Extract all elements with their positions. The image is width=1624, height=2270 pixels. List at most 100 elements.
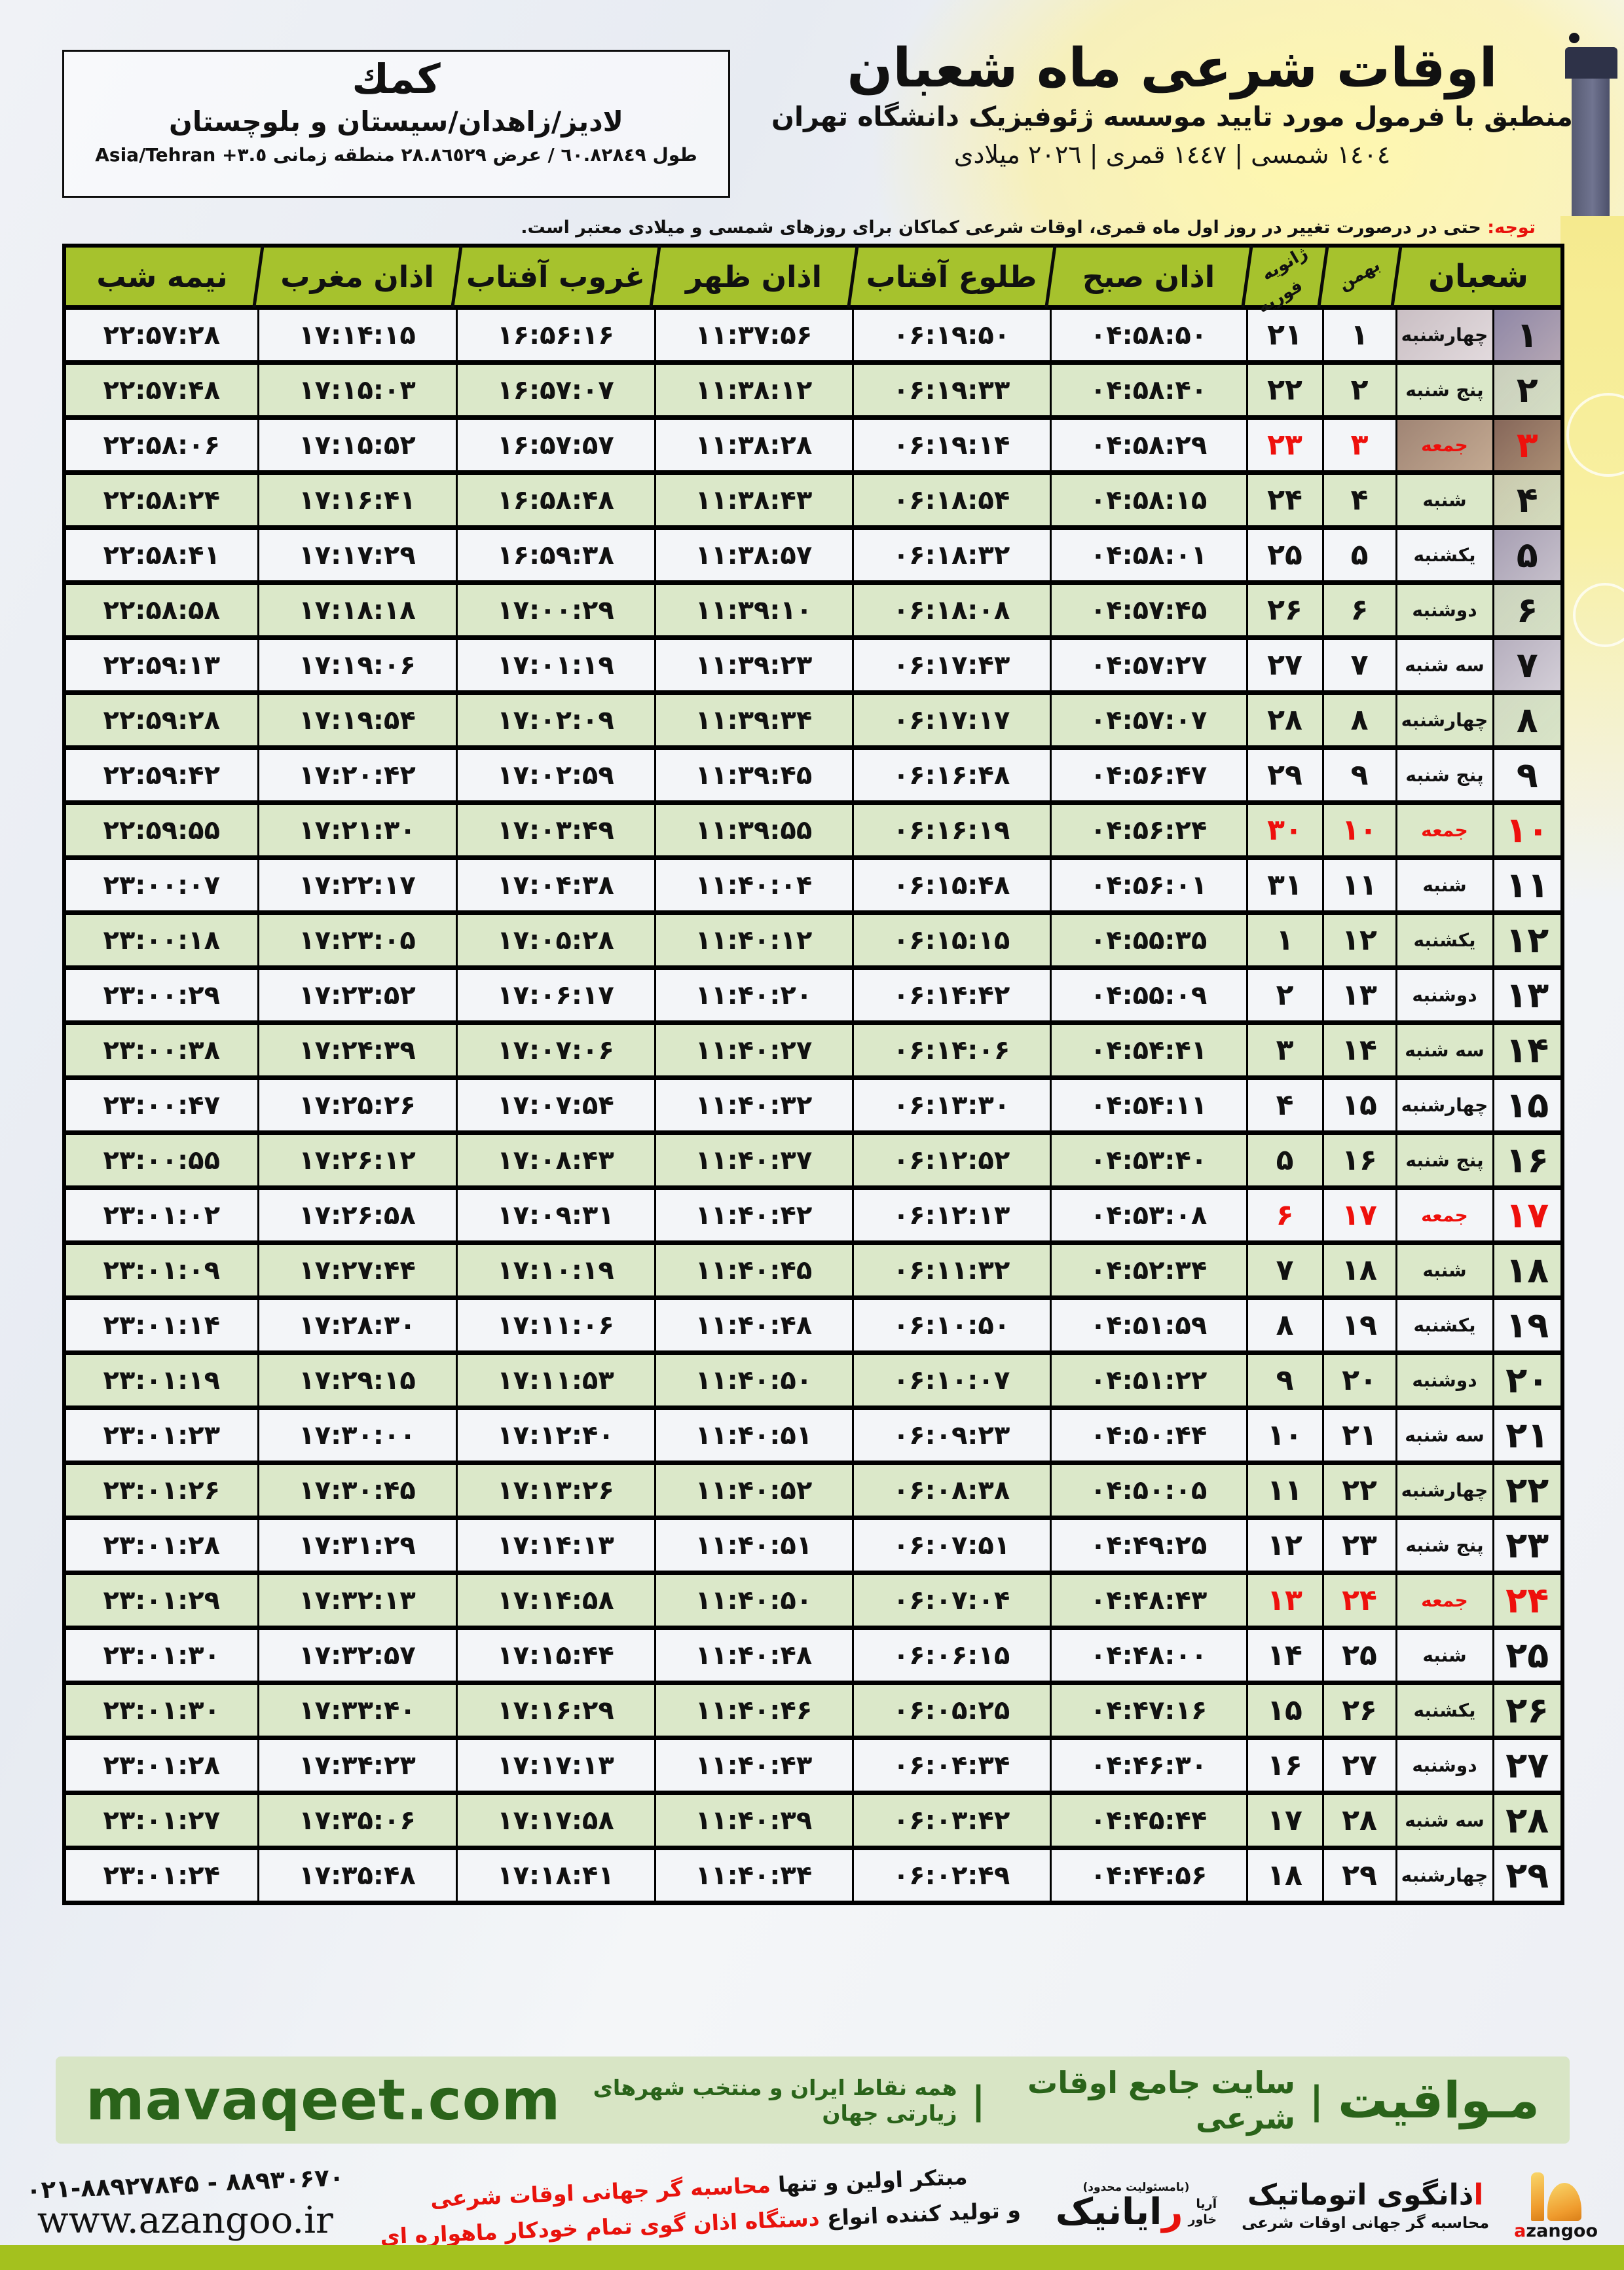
- sunrise-time: ۰۶:۰۳:۴۲: [851, 1791, 1052, 1850]
- bahman-day: ۱۱: [1321, 855, 1397, 915]
- sunset-time: ۱۷:۰۰:۲۹: [455, 580, 656, 640]
- maghreb-time: ۱۷:۲۶:۱۲: [257, 1130, 458, 1190]
- sobh-time: ۰۴:۵۸:۵۰: [1049, 305, 1248, 365]
- jan-feb-day: ۲۷: [1246, 635, 1324, 695]
- maghreb-time: ۱۷:۱۸:۱۸: [257, 580, 458, 640]
- bahman-day: ۱۹: [1321, 1295, 1397, 1355]
- maghreb-time: ۱۷:۲۷:۴۴: [257, 1240, 458, 1300]
- sunset-time: ۱۶:۵۷:۰۷: [455, 360, 656, 420]
- jan-feb-day: ۲۸: [1246, 690, 1324, 750]
- shaban-day: ۱۷: [1492, 1185, 1564, 1245]
- shaban-day: ۱۶: [1492, 1130, 1564, 1190]
- midnight-time: ۲۲:۵۹:۲۸: [63, 690, 259, 750]
- sobh-time: ۰۴:۵۰:۴۴: [1049, 1405, 1248, 1465]
- midnight-time: ۲۳:۰۰:۳۸: [63, 1020, 259, 1080]
- jan-feb-day: ۱۰: [1246, 1405, 1324, 1465]
- sunset-time: ۱۷:۰۴:۳۸: [455, 855, 656, 915]
- zohr-time: ۱۱:۴۰:۴۲: [654, 1185, 854, 1245]
- table-row: ۴ شنبه ۴ ۲۴ ۰۴:۵۸:۱۵ ۰۶:۱۸:۵۴ ۱۱:۳۸:۴۳ ۱…: [63, 470, 1564, 530]
- maghreb-time: ۱۷:۳۲:۱۳: [257, 1571, 458, 1630]
- weekday: شنبه: [1395, 1240, 1494, 1300]
- sunset-time: ۱۶:۵۶:۱۶: [455, 305, 656, 365]
- shaban-day: ۸: [1492, 690, 1564, 750]
- sunrise-time: ۰۶:۱۴:۰۶: [851, 1020, 1052, 1080]
- azangoo-website-link[interactable]: www.azangoo.ir: [37, 2199, 333, 2242]
- mavaqeet-banner: مـواقیت | سایت جامع اوقات شرعی | همه نقا…: [56, 2056, 1570, 2144]
- sobh-time: ۰۴:۵۸:۰۱: [1049, 525, 1248, 585]
- weekday: چهارشنبه: [1395, 1461, 1494, 1520]
- shaban-day: ۱۸: [1492, 1240, 1564, 1300]
- mavaqeet-brand: مـواقیت: [1338, 2071, 1540, 2129]
- sunrise-time: ۰۶:۱۵:۱۵: [851, 910, 1052, 970]
- sunrise-time: ۰۶:۱۶:۱۹: [851, 800, 1052, 860]
- jan-feb-day: ۳۱: [1246, 855, 1324, 915]
- col-header-zohr: اذان ظهر: [655, 246, 853, 310]
- sunset-time: ۱۷:۱۱:۰۶: [455, 1295, 656, 1355]
- bahman-day: ۲۴: [1321, 1571, 1397, 1630]
- sobh-time: ۰۴:۵۱:۵۹: [1049, 1295, 1248, 1355]
- maghreb-time: ۱۷:۲۴:۳۹: [257, 1020, 458, 1080]
- col-header-sobh: اذان صبح: [1050, 246, 1247, 310]
- sunset-time: ۱۶:۵۷:۵۷: [455, 415, 656, 475]
- bahman-day: ۷: [1321, 635, 1397, 695]
- separator: |: [971, 2077, 986, 2123]
- zohr-time: ۱۱:۴۰:۳۴: [654, 1846, 854, 1905]
- zohr-time: ۱۱:۳۹:۲۳: [654, 635, 854, 695]
- azangoo-logo: azangoo: [1514, 2172, 1598, 2240]
- shaban-day: ۷: [1492, 635, 1564, 695]
- col-header-bahman: بهمن: [1323, 246, 1396, 310]
- table-row: ۱ چهارشنبه ۱ ۲۱ ۰۴:۵۸:۵۰ ۰۶:۱۹:۵۰ ۱۱:۳۷:…: [63, 305, 1564, 365]
- weekday: یکشنبه: [1395, 1681, 1494, 1740]
- weekday: یکشنبه: [1395, 910, 1494, 970]
- sobh-time: ۰۴:۵۸:۲۹: [1049, 415, 1248, 475]
- maghreb-time: ۱۷:۱۴:۱۵: [257, 305, 458, 365]
- jan-feb-day: ۴: [1246, 1075, 1324, 1135]
- mavaqeet-domain-link[interactable]: mavaqeet.com: [86, 2067, 561, 2133]
- shaban-day: ۶: [1492, 580, 1564, 640]
- footer: azangoo اذانگوی اتوماتیک محاسبه گر جهانی…: [26, 2163, 1598, 2250]
- mosque-dome-icon: [1530, 2172, 1581, 2221]
- location-subtitle: لادیز/زاهدان/سیستان و بلوچستان: [169, 105, 623, 138]
- midnight-time: ۲۳:۰۱:۲۸: [63, 1516, 259, 1575]
- maghreb-time: ۱۷:۱۶:۴۱: [257, 470, 458, 530]
- sunrise-time: ۰۶:۰۸:۳۸: [851, 1461, 1052, 1520]
- bahman-day: ۱۸: [1321, 1240, 1397, 1300]
- shaban-day: ۲: [1492, 360, 1564, 420]
- bahman-day: ۱۲: [1321, 910, 1397, 970]
- col-header-midnight: نیمه شب: [64, 246, 258, 310]
- weekday: سه شنبه: [1395, 1405, 1494, 1465]
- table-row: ۲۰ دوشنبه ۲۰ ۹ ۰۴:۵۱:۲۲ ۰۶:۱۰:۰۷ ۱۱:۴۰:۵…: [63, 1350, 1564, 1410]
- jan-feb-day: ۱۷: [1246, 1791, 1324, 1850]
- sunset-time: ۱۷:۱۳:۲۶: [455, 1461, 656, 1520]
- maghreb-time: ۱۷:۱۷:۲۹: [257, 525, 458, 585]
- zohr-time: ۱۱:۳۸:۲۸: [654, 415, 854, 475]
- midnight-time: ۲۲:۵۸:۲۴: [63, 470, 259, 530]
- sunrise-time: ۰۶:۱۶:۴۸: [851, 745, 1052, 805]
- table-row: ۲۲ چهارشنبه ۲۲ ۱۱ ۰۴:۵۰:۰۵ ۰۶:۰۸:۳۸ ۱۱:۴…: [63, 1461, 1564, 1520]
- jan-feb-day: ۳: [1246, 1020, 1324, 1080]
- sobh-time: ۰۴:۴۴:۵۶: [1049, 1846, 1248, 1905]
- zohr-time: ۱۱:۴۰:۲۷: [654, 1020, 854, 1080]
- jan-feb-day: ۲۲: [1246, 360, 1324, 420]
- zohr-time: ۱۱:۴۰:۴۸: [654, 1626, 854, 1685]
- sobh-time: ۰۴:۵۶:۲۴: [1049, 800, 1248, 860]
- location-title: كمك: [352, 55, 441, 103]
- midnight-time: ۲۲:۵۷:۴۸: [63, 360, 259, 420]
- sunset-time: ۱۷:۱۶:۲۹: [455, 1681, 656, 1740]
- jan-feb-day: ۲: [1246, 965, 1324, 1025]
- table-row: ۲ پنج شنبه ۲ ۲۲ ۰۴:۵۸:۴۰ ۰۶:۱۹:۳۳ ۱۱:۳۸:…: [63, 360, 1564, 420]
- weekday: جمعه: [1395, 800, 1494, 860]
- shaban-day: ۱۴: [1492, 1020, 1564, 1080]
- midnight-time: ۲۲:۵۷:۲۸: [63, 305, 259, 365]
- col-header-sunset: غروب آفتاب: [456, 246, 655, 310]
- col-header-shaban: شعبان: [1396, 246, 1563, 310]
- sunrise-time: ۰۶:۱۹:۳۳: [851, 360, 1052, 420]
- sunset-time: ۱۷:۰۷:۰۶: [455, 1020, 656, 1080]
- sunrise-time: ۰۶:۰۹:۲۳: [851, 1405, 1052, 1465]
- weekday: پنج شنبه: [1395, 360, 1494, 420]
- shaban-day: ۲۲: [1492, 1461, 1564, 1520]
- shaban-day: ۲۵: [1492, 1626, 1564, 1685]
- shaban-day: ۲۳: [1492, 1516, 1564, 1575]
- zohr-time: ۱۱:۳۸:۴۳: [654, 470, 854, 530]
- sunrise-time: ۰۶:۰۵:۲۵: [851, 1681, 1052, 1740]
